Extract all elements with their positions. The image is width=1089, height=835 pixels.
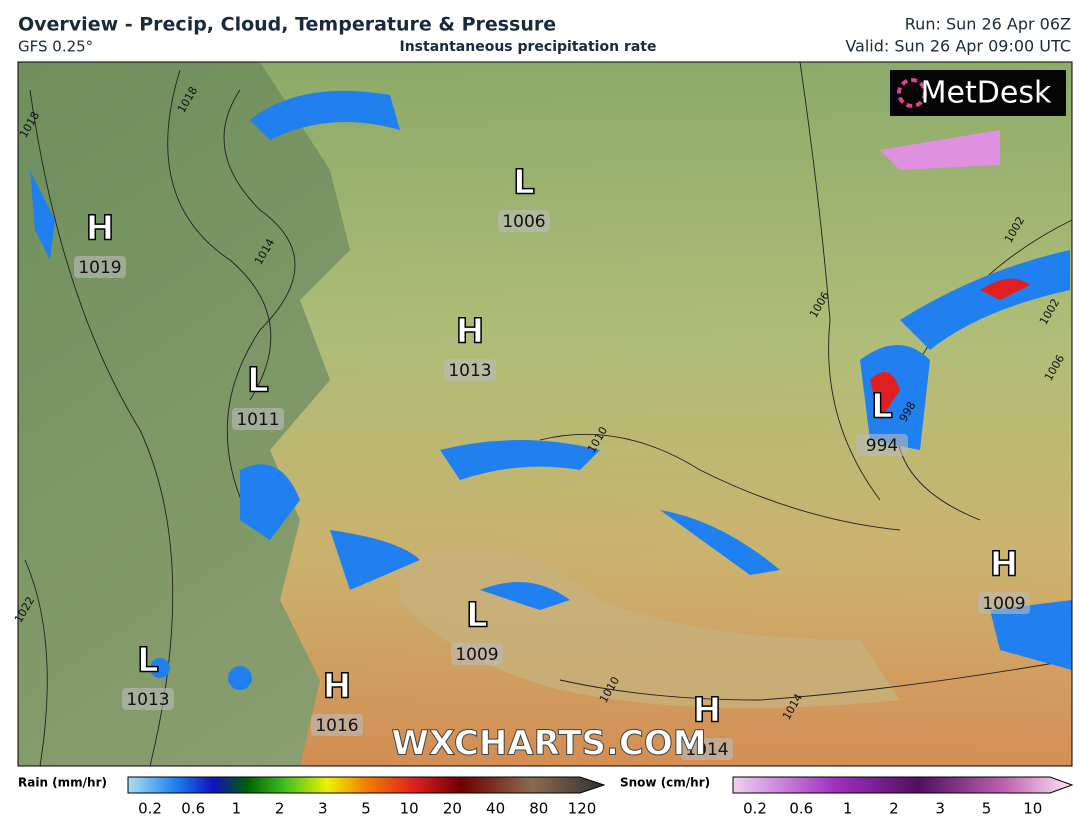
pressure-center: H 1009: [978, 544, 1030, 614]
rain-label: 5: [361, 800, 371, 818]
watermark: WXCHARTS.COM: [391, 724, 706, 764]
pressure-value: 1011: [236, 410, 279, 430]
snow-label: 10: [1023, 800, 1042, 818]
pressure-center: H 1014: [681, 690, 733, 760]
snow-label: 0.2: [743, 800, 767, 818]
pressure-letter: H: [323, 667, 351, 707]
pressure-value: 1009: [455, 645, 498, 665]
logo-text: MetDesk: [921, 76, 1052, 111]
pressure-letter: L: [871, 387, 893, 427]
title: Overview - Precip, Cloud, Temperature & …: [18, 14, 556, 36]
pressure-letter: H: [693, 691, 721, 731]
run: Run: Sun 26 Apr 06Z: [905, 15, 1071, 34]
pressure-value-bg: [122, 688, 174, 710]
rain-label: 0.6: [181, 800, 205, 818]
pressure-center: L 994: [856, 386, 908, 456]
pressure-value: 1014: [685, 740, 728, 760]
pressure-value: 1013: [126, 690, 169, 710]
snow-scale: [732, 776, 1074, 794]
logo: MetDesk: [890, 70, 1066, 116]
rain-label: 3: [318, 800, 328, 818]
pressure-center: L 1013: [122, 640, 174, 710]
pressure-center: L 1011: [232, 360, 284, 430]
model: GFS 0.25°: [18, 38, 93, 56]
rain-label: 1: [232, 800, 242, 818]
map: MetDesk H 1019 L 1011 H 1013 L 1006 L 994 H 1009 L 10…: [12, 61, 1073, 767]
rain-label: 40: [486, 800, 505, 818]
pressure-value-bg: [444, 359, 496, 381]
pressure-value-bg: [978, 592, 1030, 614]
rain-label: 2: [275, 800, 285, 818]
precipitation: [30, 90, 1072, 690]
rain-label: 120: [568, 800, 597, 818]
snow-title: Snow (cm/hr): [620, 776, 710, 790]
logo-icon: [897, 78, 927, 108]
rain-label: 0.2: [138, 800, 162, 818]
pressure-letter: L: [247, 361, 269, 401]
map-frame: [17, 61, 1073, 767]
pressure-value-bg: [451, 643, 503, 665]
heavy-precipitation: [870, 278, 1030, 420]
pressure-value: 1016: [315, 716, 358, 736]
pressure-center: H 1016: [311, 666, 363, 736]
pressure-value-bg: [311, 714, 363, 736]
rain-scale: [127, 776, 606, 794]
product: Instantaneous precipitation rate: [400, 39, 657, 55]
isobars: [24, 61, 1073, 767]
pressure-value-bg: [856, 434, 908, 456]
pressure-value: 1019: [78, 258, 121, 278]
header: Overview - Precip, Cloud, Temperature & …: [18, 14, 1071, 56]
rain-title: Rain (mm/hr): [18, 776, 107, 790]
pressure-letter: L: [513, 163, 535, 203]
pressure-center: H 1013: [444, 311, 496, 381]
snow-label: 0.6: [789, 800, 813, 818]
logo-box: [890, 70, 1066, 116]
pressure-letter: H: [86, 209, 114, 249]
snow-label: 2: [889, 800, 899, 818]
pressure-value-bg: [74, 256, 126, 278]
snow-label: 3: [935, 800, 945, 818]
pressure-value-bg: [232, 408, 284, 430]
rain-label: 80: [529, 800, 548, 818]
pressure-value: 994: [866, 436, 898, 456]
pressure-center: H 1019: [74, 208, 126, 278]
pressure-value-bg: [681, 738, 733, 760]
pressure-center: L 1009: [451, 595, 503, 665]
pressure-letter: H: [456, 312, 484, 352]
legend: Rain (mm/hr) Snow (cm/hr) 0.2 0.6 1 2 3 5 10 20…: [18, 776, 1074, 818]
valid: Valid: Sun 26 Apr 09:00 UTC: [845, 37, 1071, 56]
pressure-value: 1009: [982, 594, 1025, 614]
pressure-value-bg: [498, 210, 550, 232]
pressure-center: L 1006: [498, 162, 550, 232]
pressure-letter: L: [137, 641, 159, 681]
snow-label: 1: [843, 800, 853, 818]
snow: [880, 130, 1000, 170]
rain-label: 20: [443, 800, 462, 818]
pressure-letter: L: [466, 596, 488, 636]
pressure-value: 1006: [502, 212, 545, 232]
rain-label: 10: [400, 800, 419, 818]
pressure-value: 1013: [448, 361, 491, 381]
pressure-letter: H: [990, 545, 1018, 585]
snow-label: 5: [982, 800, 992, 818]
